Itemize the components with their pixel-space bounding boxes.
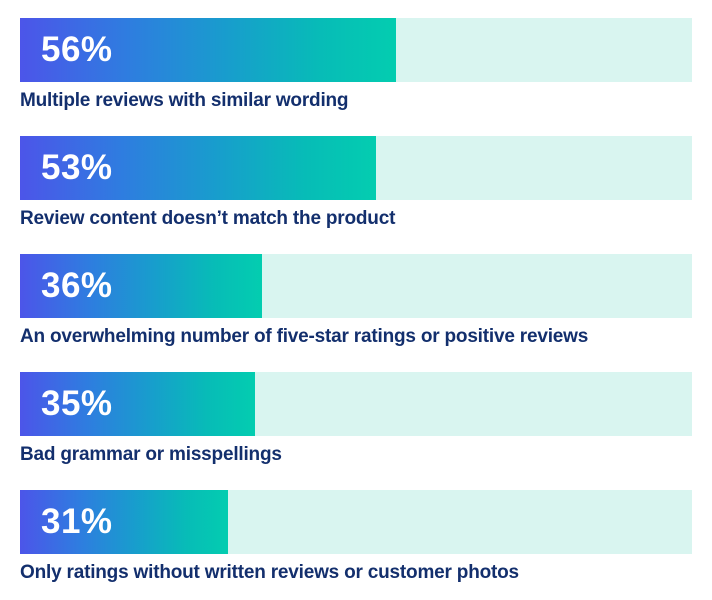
bar-row: 36% An overwhelming number of five-star … [20,254,692,350]
bar-category-label: Only ratings without written reviews or … [20,562,519,583]
bar-value-label: 36% [41,266,113,305]
bar-category-label: Multiple reviews with similar wording [20,90,349,111]
bar-track: 56% [20,18,692,82]
bar-fill: 35% [20,372,256,436]
bar-row: 56% Multiple reviews with similar wordin… [20,18,692,114]
bar-track: 53% [20,136,692,200]
bar-track: 36% [20,254,692,318]
bar-category-label: Bad grammar or misspellings [20,444,282,465]
bar-fill: 56% [20,18,397,82]
bar-row: 31% Only ratings without written reviews… [20,490,692,586]
bar-fill: 36% [20,254,262,318]
bar-value-label: 35% [41,384,113,423]
bar-fill: 31% [20,490,229,554]
bar-track: 35% [20,372,692,436]
bar-category-label: Review content doesn’t match the product [20,208,396,229]
bar-track: 31% [20,490,692,554]
bar-row: 35% Bad grammar or misspellings [20,372,692,468]
bar-value-label: 31% [41,502,113,541]
bar-value-label: 53% [41,148,113,187]
bar-row: 53% Review content doesn’t match the pro… [20,136,692,232]
bar-value-label: 56% [41,30,113,69]
fake-review-signals-bar-chart: 56% Multiple reviews with similar wordin… [20,18,692,586]
bar-fill: 53% [20,136,377,200]
bar-category-label: An overwhelming number of five-star rati… [20,326,589,347]
